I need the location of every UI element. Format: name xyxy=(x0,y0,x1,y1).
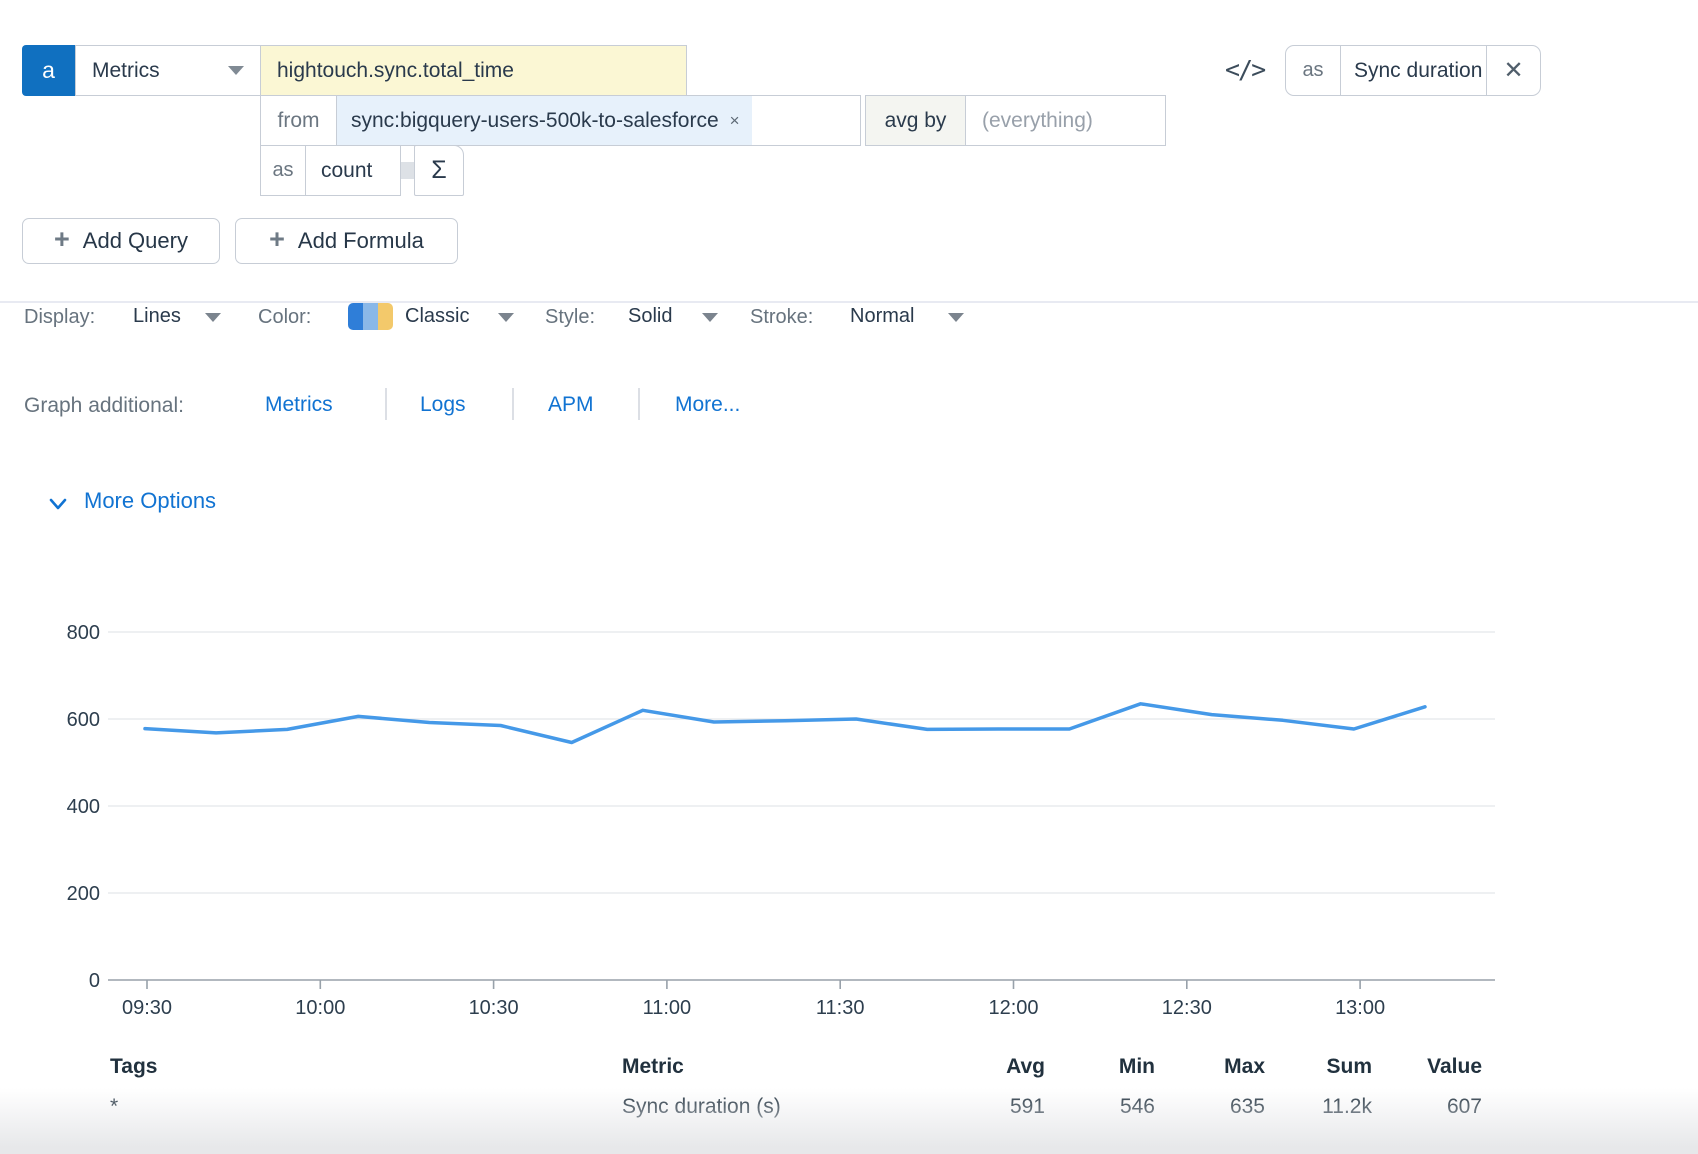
link-separator xyxy=(638,388,640,420)
close-icon[interactable]: ✕ xyxy=(1487,46,1540,95)
graph-additional-metrics-link[interactable]: Metrics xyxy=(265,393,333,417)
graph-additional-more-link[interactable]: More... xyxy=(675,393,740,417)
style-label: Style: xyxy=(545,306,595,329)
style-dropdown[interactable]: Solid xyxy=(628,305,672,328)
metric-name-value: hightouch.sync.total_time xyxy=(277,59,514,83)
code-view-icon[interactable]: </> xyxy=(1225,55,1264,84)
summary-header-row: Tags Metric Avg Min Max Sum Value xyxy=(40,1048,1482,1086)
header-tags: Tags xyxy=(110,1055,622,1079)
legend-summary-table: Tags Metric Avg Min Max Sum Value * Sync… xyxy=(40,1048,1482,1128)
display-label: Display: xyxy=(24,306,95,329)
group-by-input[interactable]: (everything) xyxy=(965,95,1166,146)
series-line[interactable] xyxy=(145,704,1425,743)
x-axis-label: 10:30 xyxy=(469,997,519,1019)
alias-input[interactable]: Sync duration xyxy=(1341,46,1487,95)
header-avg: Avg xyxy=(920,1055,1045,1079)
chevron-down-icon[interactable] xyxy=(948,313,964,322)
as-count-box[interactable]: as count xyxy=(260,145,401,196)
graph-additional-label: Graph additional: xyxy=(24,394,184,418)
from-filter-box[interactable]: from sync:bigquery-users-500k-to-salesfo… xyxy=(260,95,861,146)
remove-tag-icon[interactable]: × xyxy=(730,111,740,131)
scope-tag-label: sync:bigquery-users-500k-to-salesforce xyxy=(351,109,719,133)
stroke-dropdown[interactable]: Normal xyxy=(850,305,914,328)
chevron-down-icon[interactable] xyxy=(205,313,221,322)
palette-color-1 xyxy=(348,303,363,330)
cell-min: 546 xyxy=(1045,1095,1155,1119)
y-axis-label: 200 xyxy=(67,883,100,905)
plus-icon: + xyxy=(269,226,285,253)
add-formula-label: Add Formula xyxy=(298,228,424,254)
header-min: Min xyxy=(1045,1055,1155,1079)
section-divider xyxy=(0,301,1698,303)
add-formula-button[interactable]: + Add Formula xyxy=(235,218,458,264)
query-letter-badge: a xyxy=(22,45,75,96)
aggregator-dropdown[interactable]: avg by xyxy=(865,95,966,146)
sigma-function-button[interactable]: Σ xyxy=(414,145,464,196)
chevron-down-icon[interactable] xyxy=(702,313,718,322)
add-query-label: Add Query xyxy=(83,228,188,254)
y-axis-label: 800 xyxy=(67,622,100,644)
as-label: as xyxy=(261,146,306,195)
header-value: Value xyxy=(1372,1055,1482,1079)
palette-color-3 xyxy=(378,303,393,330)
y-axis-label: 600 xyxy=(67,709,100,731)
timeseries-chart[interactable]: 0 200 400 600 800 09:30 10:00 10:30 11:00 11:30 12… xyxy=(40,555,1600,1030)
cell-sum: 11.2k xyxy=(1265,1095,1372,1119)
sigma-icon: Σ xyxy=(431,156,446,185)
more-options-toggle[interactable]: More Options xyxy=(84,488,216,514)
metrics-query-editor: a Metrics hightouch.sync.total_time from… xyxy=(0,0,1698,1154)
color-label: Color: xyxy=(258,306,311,329)
from-label: from xyxy=(261,96,337,145)
group-by-placeholder: (everything) xyxy=(982,109,1093,133)
link-separator xyxy=(512,388,514,420)
alias-group: as Sync duration ✕ xyxy=(1285,45,1541,96)
stroke-label: Stroke: xyxy=(750,306,813,329)
chevron-down-icon[interactable] xyxy=(498,313,514,322)
x-axis-label: 10:00 xyxy=(295,997,345,1019)
graph-additional-apm-link[interactable]: APM xyxy=(548,393,594,417)
x-axis-label: 12:30 xyxy=(1162,997,1212,1019)
add-query-button[interactable]: + Add Query xyxy=(22,218,220,264)
data-source-label: Metrics xyxy=(92,59,160,83)
chevron-down-icon xyxy=(228,66,244,75)
x-axis-label: 11:30 xyxy=(816,997,865,1019)
palette-color-2 xyxy=(363,303,378,330)
data-source-dropdown[interactable]: Metrics xyxy=(75,45,261,96)
y-axis-label: 400 xyxy=(67,796,100,818)
display-dropdown[interactable]: Lines xyxy=(133,305,181,328)
sigma-connector xyxy=(401,162,414,179)
header-sum: Sum xyxy=(1265,1055,1372,1079)
cell-tags: * xyxy=(110,1095,622,1119)
y-axis-label: 0 xyxy=(89,970,100,992)
color-palette-swatch[interactable] xyxy=(348,303,393,330)
graph-additional-logs-link[interactable]: Logs xyxy=(420,393,466,417)
cell-avg: 591 xyxy=(920,1095,1045,1119)
aggregator-label: avg by xyxy=(885,109,947,133)
alias-as-label: as xyxy=(1286,46,1341,95)
x-axis-label: 13:00 xyxy=(1335,997,1385,1019)
x-axis-label: 09:30 xyxy=(122,997,172,1019)
from-input-space[interactable] xyxy=(752,96,860,145)
as-count-value: count xyxy=(306,146,400,195)
header-metric: Metric xyxy=(622,1055,920,1079)
x-axis-label: 12:00 xyxy=(988,997,1038,1019)
scope-tag[interactable]: sync:bigquery-users-500k-to-salesforce × xyxy=(337,96,752,145)
color-dropdown[interactable]: Classic xyxy=(405,305,469,328)
chevron-down-icon[interactable] xyxy=(46,492,70,521)
metric-name-input[interactable]: hightouch.sync.total_time xyxy=(260,45,687,96)
link-separator xyxy=(385,388,387,420)
x-axis-label: 11:00 xyxy=(643,997,692,1019)
plus-icon: + xyxy=(54,226,70,253)
cell-metric: Sync duration (s) xyxy=(622,1095,920,1119)
table-row[interactable]: * Sync duration (s) 591 546 635 11.2k 60… xyxy=(40,1086,1482,1128)
header-max: Max xyxy=(1155,1055,1265,1079)
cell-max: 635 xyxy=(1155,1095,1265,1119)
cell-value: 607 xyxy=(1372,1095,1482,1119)
